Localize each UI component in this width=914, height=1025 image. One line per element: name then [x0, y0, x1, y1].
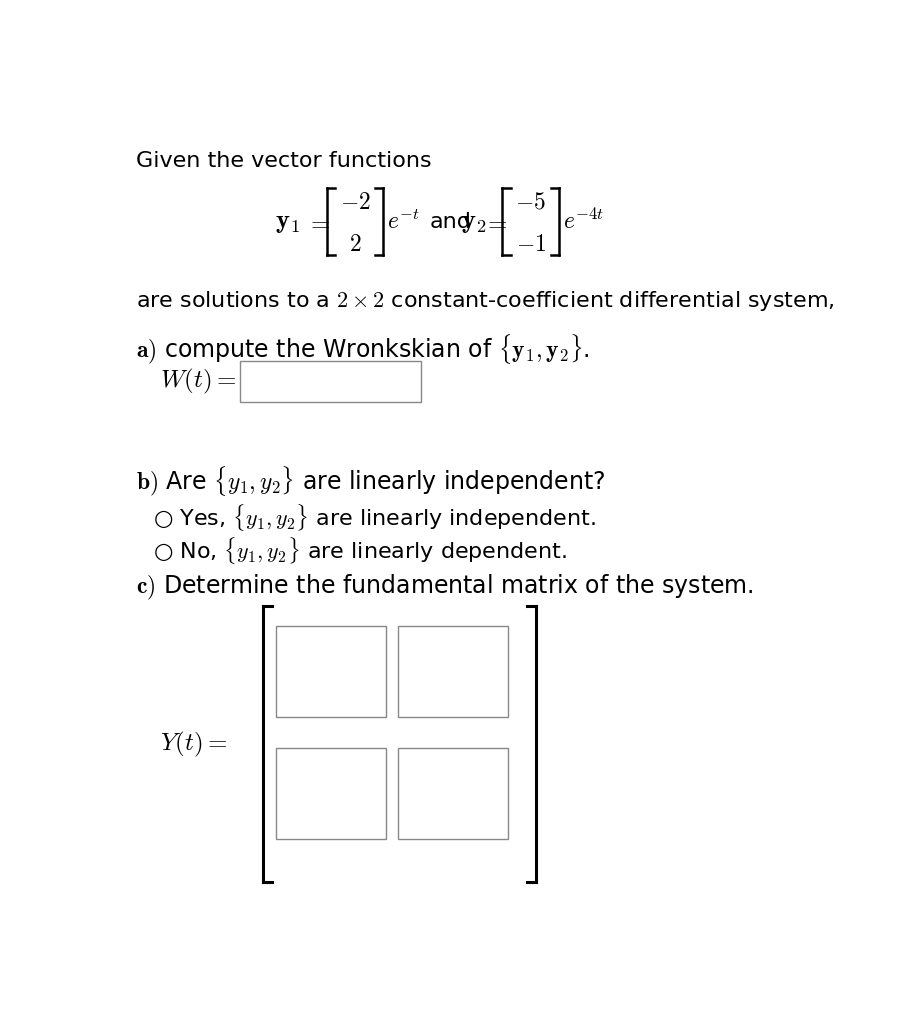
- Text: $e^{-t}$: $e^{-t}$: [387, 209, 420, 234]
- Text: $-1$: $-1$: [515, 232, 546, 256]
- Text: ○ Yes, $\{y_1, y_2\}$ are linearly independent.: ○ Yes, $\{y_1, y_2\}$ are linearly indep…: [154, 502, 596, 533]
- Text: $\mathbf{y}_1$: $\mathbf{y}_1$: [275, 209, 300, 235]
- Text: $\mathbf{c)}$ Determine the fundamental matrix of the system.: $\mathbf{c)}$ Determine the fundamental …: [135, 573, 753, 602]
- FancyBboxPatch shape: [276, 625, 386, 716]
- Text: $\mathbf{a)}$ compute the Wronkskian of $\{\mathbf{y}_1, \mathbf{y}_2\}$.: $\mathbf{a)}$ compute the Wronkskian of …: [135, 332, 590, 366]
- Text: Given the vector functions: Given the vector functions: [135, 151, 431, 170]
- FancyBboxPatch shape: [276, 748, 386, 838]
- Text: $e^{-4t}$: $e^{-4t}$: [563, 209, 604, 235]
- Text: $2$: $2$: [349, 232, 361, 256]
- Text: $=$: $=$: [305, 210, 330, 234]
- Text: $-5$: $-5$: [515, 190, 547, 214]
- Text: $=$: $=$: [483, 210, 507, 234]
- Text: are solutions to a $2 \times 2$ constant-coefficient differential system,: are solutions to a $2 \times 2$ constant…: [135, 289, 834, 313]
- Text: $W(t) =$: $W(t) =$: [160, 367, 237, 397]
- Text: $Y(t) =$: $Y(t) =$: [160, 730, 228, 758]
- Text: ○ No, $\{y_1, y_2\}$ are linearly dependent.: ○ No, $\{y_1, y_2\}$ are linearly depend…: [154, 535, 568, 566]
- FancyBboxPatch shape: [240, 361, 421, 402]
- FancyBboxPatch shape: [399, 748, 508, 838]
- Text: and: and: [430, 211, 472, 232]
- Text: $-2$: $-2$: [340, 190, 370, 214]
- Text: $\mathbf{b)}$ Are $\{y_1, y_2\}$ are linearly independent?: $\mathbf{b)}$ Are $\{y_1, y_2\}$ are lin…: [135, 464, 605, 498]
- Text: $\mathbf{y}_2$: $\mathbf{y}_2$: [462, 209, 486, 235]
- FancyBboxPatch shape: [399, 625, 508, 716]
